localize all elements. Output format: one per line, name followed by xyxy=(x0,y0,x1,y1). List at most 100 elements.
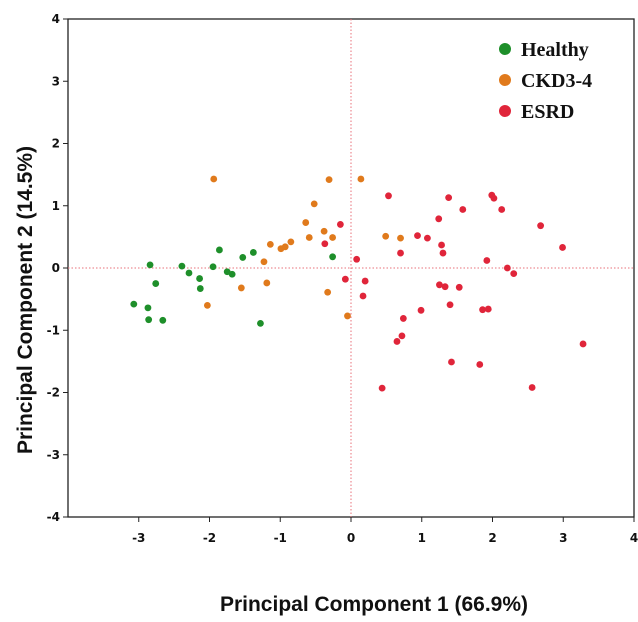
data-point xyxy=(329,234,337,241)
data-point xyxy=(185,269,193,277)
data-point xyxy=(209,263,217,271)
data-point xyxy=(490,194,498,202)
y-tick-label: 0 xyxy=(52,261,60,275)
data-point xyxy=(216,246,223,254)
data-point xyxy=(210,175,218,183)
data-point xyxy=(441,283,449,291)
data-point xyxy=(260,258,268,266)
data-point xyxy=(144,304,152,312)
data-point xyxy=(459,206,467,213)
data-point xyxy=(414,232,421,240)
data-point xyxy=(357,175,365,183)
data-point xyxy=(476,361,484,368)
data-point xyxy=(196,285,204,292)
data-point xyxy=(448,358,455,366)
legend-label: ESRD xyxy=(521,101,574,123)
data-point xyxy=(329,253,337,261)
series-esrd xyxy=(321,191,587,392)
x-tick-label: -1 xyxy=(274,531,287,545)
data-point xyxy=(257,320,264,327)
y-tick-label: -3 xyxy=(47,448,60,462)
data-point xyxy=(378,384,386,392)
data-point xyxy=(503,264,511,272)
data-point xyxy=(344,312,351,320)
data-point xyxy=(341,275,349,283)
data-point xyxy=(130,300,138,308)
data-point xyxy=(287,238,295,246)
data-point xyxy=(382,232,390,240)
x-tick-label: 3 xyxy=(559,531,567,545)
data-point xyxy=(310,200,318,208)
data-point xyxy=(361,277,369,285)
x-tick-label: -2 xyxy=(203,531,216,545)
x-tick-label: 1 xyxy=(418,531,426,545)
series-ckd3-4 xyxy=(203,175,404,320)
data-point xyxy=(228,270,236,278)
data-point xyxy=(399,315,407,322)
data-point xyxy=(397,234,404,242)
data-point xyxy=(249,249,257,256)
data-point xyxy=(424,234,431,242)
x-tick-label: -3 xyxy=(132,531,145,545)
data-point xyxy=(438,241,445,249)
data-point xyxy=(436,281,443,289)
y-axis-ticks: -4 -3 -2 -1 0 1 2 3 4 xyxy=(47,12,68,524)
data-point xyxy=(266,240,274,248)
data-point xyxy=(237,284,245,292)
y-axis-title: Principal Component 2 (14.5%) xyxy=(14,146,37,454)
data-point xyxy=(152,280,160,287)
data-point xyxy=(321,240,329,248)
data-point xyxy=(196,275,203,282)
data-point xyxy=(445,194,453,202)
legend-marker xyxy=(499,43,511,55)
data-point xyxy=(359,292,367,300)
data-point xyxy=(159,316,167,324)
data-point xyxy=(320,227,328,235)
legend-marker xyxy=(499,105,511,117)
data-point xyxy=(498,206,506,213)
data-point xyxy=(239,254,247,261)
legend: Healthy CKD3-4 ESRD xyxy=(499,39,592,123)
data-point xyxy=(178,262,186,270)
data-point xyxy=(559,244,566,251)
reference-lines xyxy=(68,19,634,517)
data-point xyxy=(393,338,401,345)
x-tick-label: 2 xyxy=(488,531,496,545)
data-point xyxy=(324,288,332,296)
data-point xyxy=(435,215,443,223)
data-point xyxy=(479,306,486,314)
y-tick-label: -4 xyxy=(47,510,60,524)
data-point xyxy=(353,255,361,263)
legend-label: Healthy xyxy=(521,39,589,61)
data-point xyxy=(537,222,545,230)
x-axis-title: Principal Component 1 (66.9%) xyxy=(220,593,528,616)
data-point xyxy=(579,340,587,348)
data-point xyxy=(528,384,536,391)
data-point xyxy=(510,270,518,278)
data-point xyxy=(302,219,310,226)
y-tick-label: 3 xyxy=(52,74,60,88)
x-axis-ticks: -3 -2 -1 0 1 2 3 4 xyxy=(132,517,638,545)
data-point xyxy=(203,301,211,309)
data-point xyxy=(145,316,153,324)
legend-marker xyxy=(499,74,511,86)
data-point xyxy=(146,261,154,269)
y-tick-label: 2 xyxy=(52,137,60,151)
x-tick-label: 0 xyxy=(347,531,355,545)
y-tick-label: -1 xyxy=(47,323,60,337)
data-point xyxy=(281,243,289,251)
data-point xyxy=(483,257,491,264)
y-tick-label: 1 xyxy=(52,199,60,213)
data-point xyxy=(336,221,344,228)
data-points xyxy=(130,175,587,392)
x-tick-label: 4 xyxy=(630,531,638,545)
legend-label: CKD3-4 xyxy=(521,70,592,92)
data-point xyxy=(263,279,271,287)
data-point xyxy=(439,249,447,257)
data-point xyxy=(417,306,425,314)
y-tick-label: 4 xyxy=(52,12,60,26)
data-point xyxy=(385,192,392,200)
data-point xyxy=(398,332,406,340)
data-point xyxy=(484,305,492,313)
